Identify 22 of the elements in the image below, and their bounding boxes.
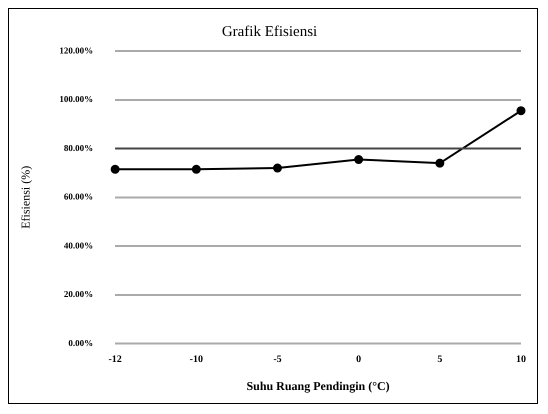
x-tick-label: -12 [108,354,122,366]
x-tick-label: -10 [190,354,203,366]
point [435,158,444,168]
y-tick-label: 20.00% [64,289,94,300]
point [272,164,282,173]
chart-title: Grafik Efisiensi [222,24,318,40]
y-tick-label: 0.00% [68,338,94,348]
x-tick-label: 5 [437,354,442,366]
x-tick-label: 10 [516,354,526,366]
point [192,164,201,174]
point [110,164,120,174]
y-tick-label: 120.00% [59,45,94,56]
y-axis-title: Efisiensi (%) [18,166,32,229]
x-tick-label: 0 [356,354,362,366]
y-tick-label: 40.00% [64,240,94,250]
point [516,106,526,116]
x-tick-label: -5 [273,354,282,366]
y-tick-label: 80.00% [64,142,94,153]
point [354,155,364,164]
y-tick-label: 60.00% [64,192,94,202]
x-axis-title: Suhu Ruang Pendingin (°C) [246,378,390,393]
y-tick-label: 100.00% [59,94,94,104]
